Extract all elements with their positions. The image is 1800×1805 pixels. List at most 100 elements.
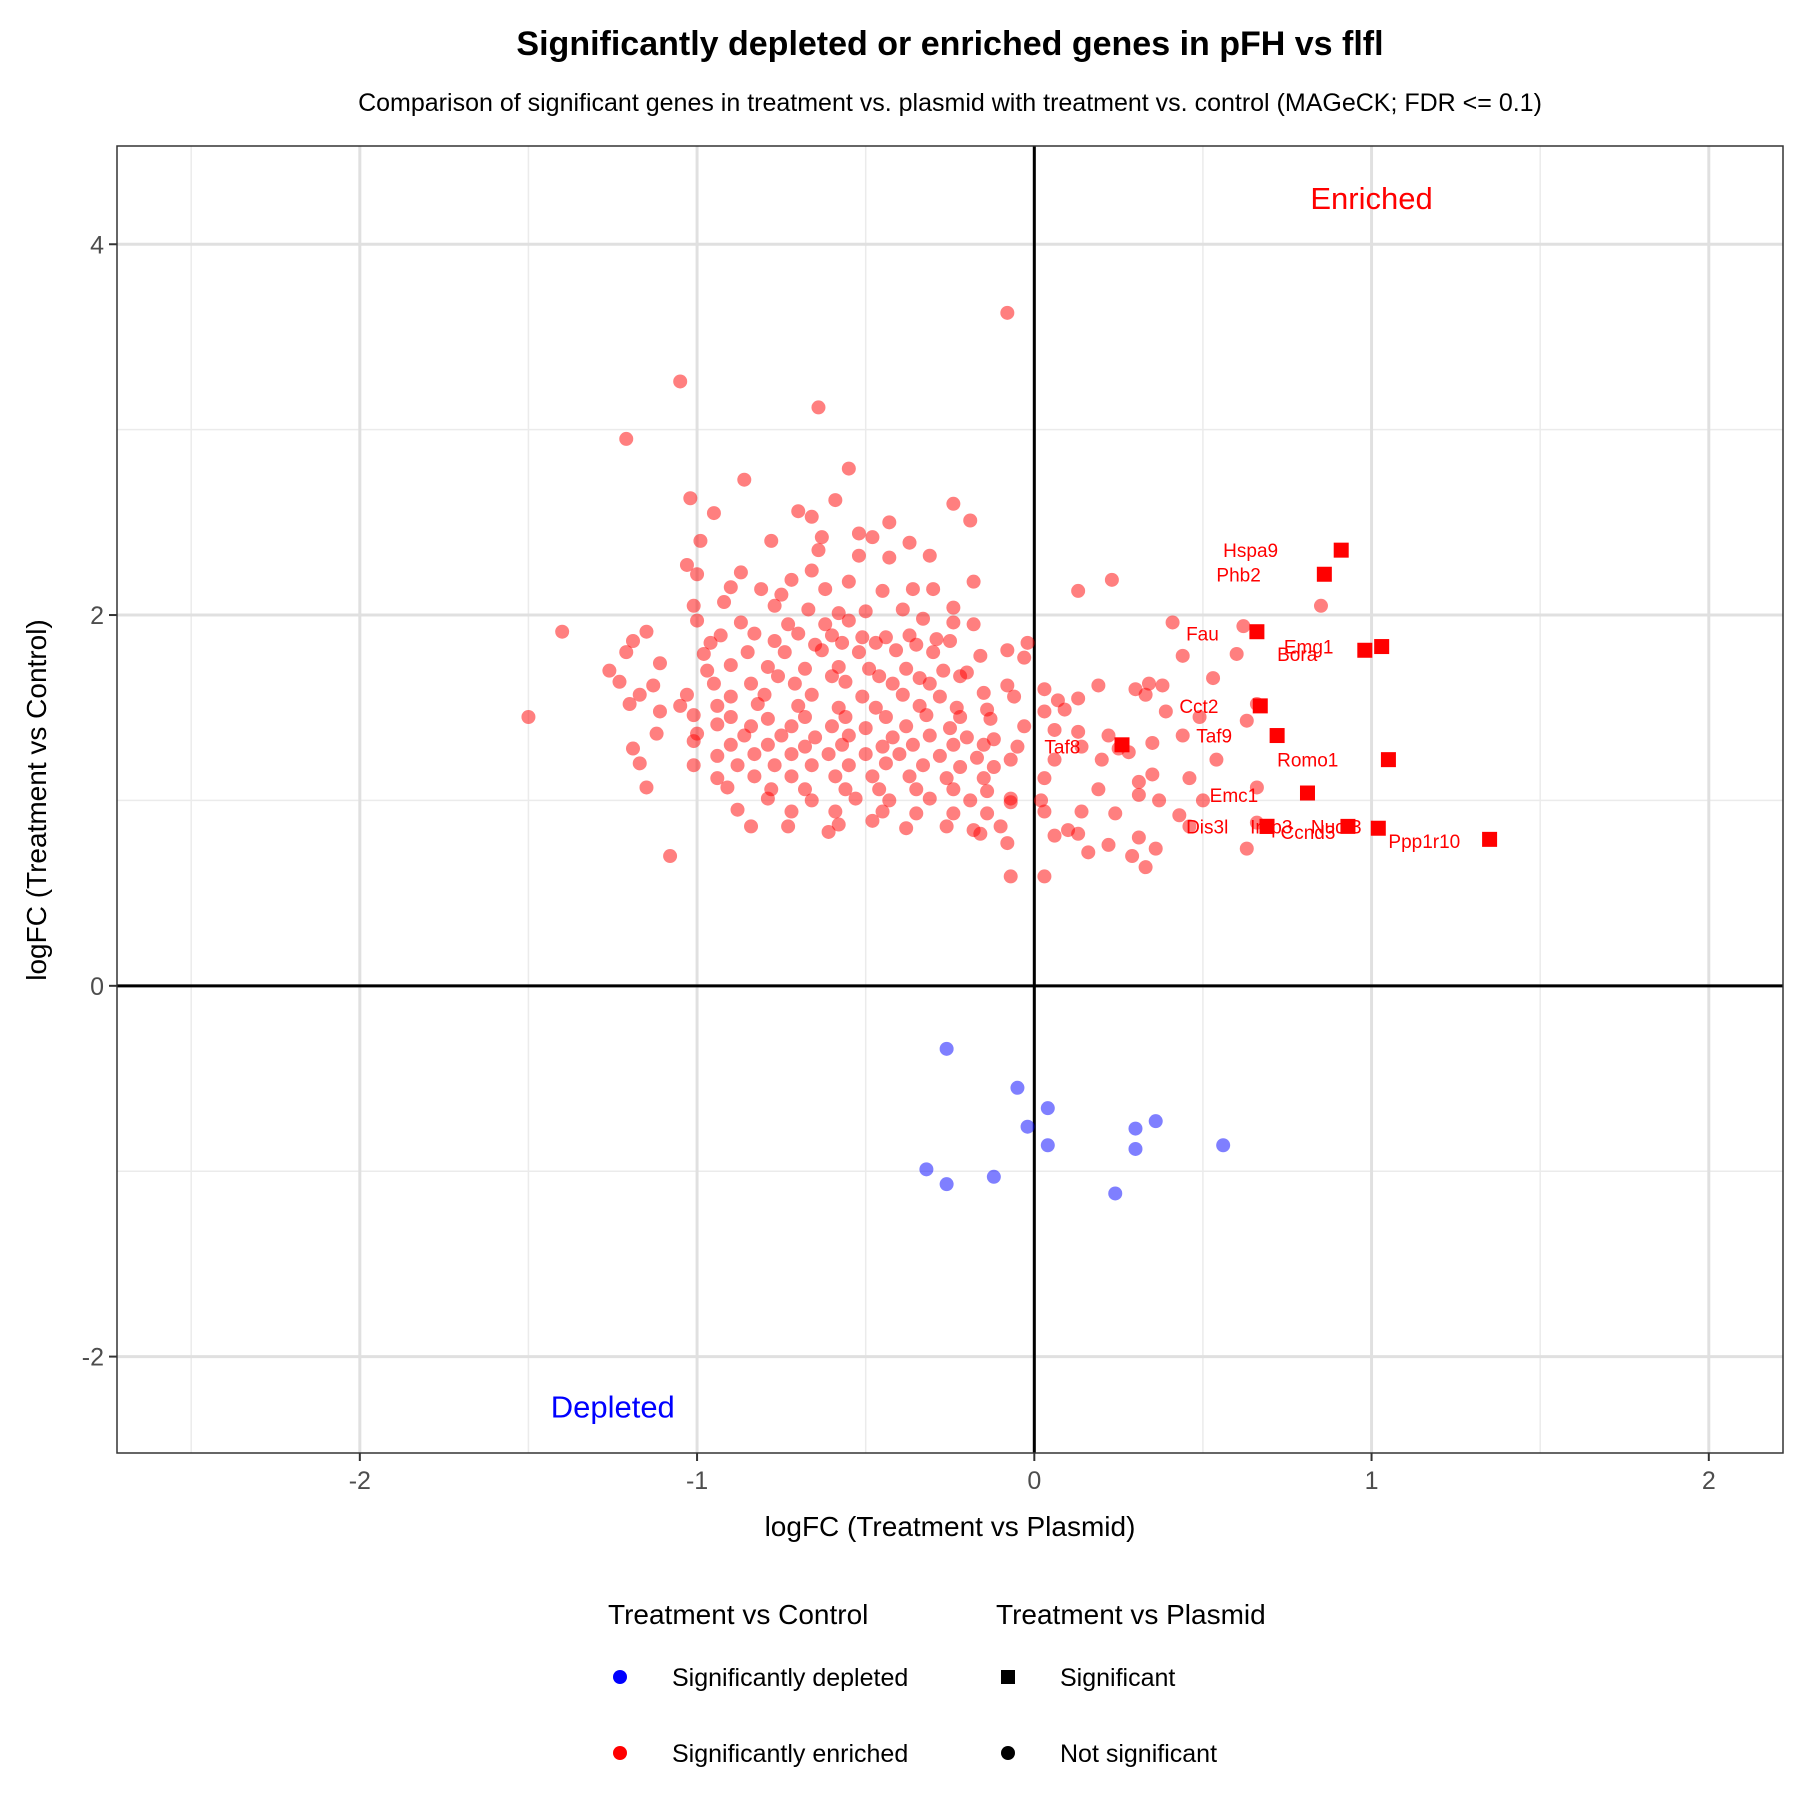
enriched-gene-point	[1000, 836, 1015, 851]
enriched-gene-point	[895, 602, 910, 617]
enriched-gene-point	[1152, 793, 1167, 808]
enriched-gene-point	[740, 645, 755, 660]
plot-border	[116, 145, 1784, 1454]
enriched-gene-point	[797, 710, 812, 725]
enriched-gene-point	[953, 710, 968, 725]
enriched-gene-point	[1236, 619, 1251, 634]
significant-gene-point	[1259, 818, 1275, 834]
enriched-gene-point	[690, 613, 705, 628]
enriched-gene-point	[625, 741, 640, 756]
plot-background	[117, 146, 1783, 1453]
enriched-gene-point	[946, 615, 961, 630]
enriched-gene-point	[976, 737, 991, 752]
enriched-gene-point	[818, 582, 833, 597]
enriched-gene-point	[1037, 704, 1052, 719]
enriched-gene-point	[733, 615, 748, 630]
enriched-gene-point	[619, 645, 634, 660]
depleted-annotation: Depleted	[551, 1390, 675, 1425]
enriched-gene-point	[1007, 689, 1022, 704]
enriched-gene-point	[899, 821, 914, 836]
enriched-gene-point	[1091, 782, 1106, 797]
legend-circle-key	[613, 1746, 627, 1760]
enriched-gene-point	[1101, 837, 1116, 852]
enriched-gene-point	[784, 719, 799, 734]
enriched-gene-point	[777, 645, 792, 660]
enriched-gene-point	[993, 819, 1008, 834]
depleted-gene-point	[1010, 1080, 1025, 1095]
enriched-gene-point	[862, 661, 877, 676]
enriched-gene-point	[679, 557, 694, 572]
enriched-gene-point	[797, 739, 812, 754]
gene-label: Taf9	[1196, 727, 1232, 748]
enriched-gene-point	[1131, 830, 1146, 845]
enriched-gene-point	[652, 704, 667, 719]
enriched-gene-point	[841, 613, 856, 628]
enriched-gene-point	[717, 595, 732, 610]
enriched-gene-point	[784, 747, 799, 762]
enriched-gene-point	[804, 687, 819, 702]
enriched-gene-point	[804, 793, 819, 808]
enriched-gene-point	[673, 374, 688, 389]
legend-label: Significantly enriched	[672, 1740, 908, 1768]
gene-label: Fau	[1186, 625, 1219, 646]
enriched-gene-point	[946, 737, 961, 752]
enriched-gene-point	[875, 739, 890, 754]
enriched-gene-point	[926, 582, 941, 597]
gene-label: Imp3	[1250, 817, 1292, 838]
enriched-gene-point	[764, 533, 779, 548]
enriched-gene-point	[841, 758, 856, 773]
enriched-gene-point	[710, 717, 725, 732]
enriched-gene-point	[686, 708, 701, 723]
enriched-gene-point	[824, 719, 839, 734]
enriched-gene-point	[625, 633, 640, 648]
enriched-gene-point	[1172, 808, 1187, 823]
enriched-gene-point	[804, 509, 819, 524]
enriched-gene-point	[632, 756, 647, 771]
chart-title: Significantly depleted or enriched genes…	[516, 25, 1383, 63]
significant-gene-point	[1482, 831, 1498, 847]
depleted-gene-point	[1108, 1186, 1123, 1201]
enriched-gene-point	[686, 758, 701, 773]
enriched-gene-point	[875, 804, 890, 819]
enriched-gene-point	[686, 734, 701, 749]
enriched-gene-point	[1010, 739, 1025, 754]
enriched-gene-point	[943, 721, 957, 736]
gene-label: Cct2	[1179, 697, 1218, 718]
enriched-gene-point	[821, 824, 836, 839]
enriched-gene-point	[953, 760, 968, 775]
enriched-gene-point	[1239, 841, 1254, 856]
enriched-gene-point	[946, 600, 961, 615]
enriched-gene-point	[1141, 676, 1156, 691]
enriched-gene-point	[902, 535, 917, 550]
depleted-gene-point	[1128, 1141, 1143, 1156]
depleted-gene-point	[1040, 1101, 1055, 1116]
enriched-gene-point	[824, 628, 839, 643]
depleted-gene-point	[1148, 1114, 1163, 1129]
depleted-gene-point	[986, 1169, 1001, 1184]
enriched-gene-point	[909, 637, 924, 652]
enriched-gene-point	[892, 747, 907, 762]
enriched-gene-point	[865, 530, 880, 545]
enriched-gene-point	[821, 747, 836, 762]
enriched-gene-point	[865, 813, 880, 828]
enriched-gene-point	[683, 491, 698, 506]
x-tick-label: 0	[1027, 1467, 1041, 1495]
enriched-gene-point	[922, 548, 937, 563]
enriched-gene-point	[841, 461, 856, 476]
significant-gene-point	[1316, 566, 1332, 582]
enriched-gene-point	[858, 721, 873, 736]
enriched-gene-point	[966, 574, 981, 589]
enriched-gene-point	[747, 626, 762, 641]
enriched-gene-point	[889, 643, 904, 658]
enriched-gene-point	[1131, 774, 1146, 789]
enriched-gene-point	[905, 582, 920, 597]
enriched-gene-point	[838, 782, 853, 797]
enriched-gene-point	[1071, 583, 1086, 598]
enriched-gene-point	[760, 737, 775, 752]
enriched-gene-point	[760, 659, 775, 674]
enriched-gene-point	[811, 400, 826, 415]
x-axis-title: logFC (Treatment vs Plasmid)	[765, 1511, 1136, 1542]
enriched-gene-point	[872, 782, 887, 797]
